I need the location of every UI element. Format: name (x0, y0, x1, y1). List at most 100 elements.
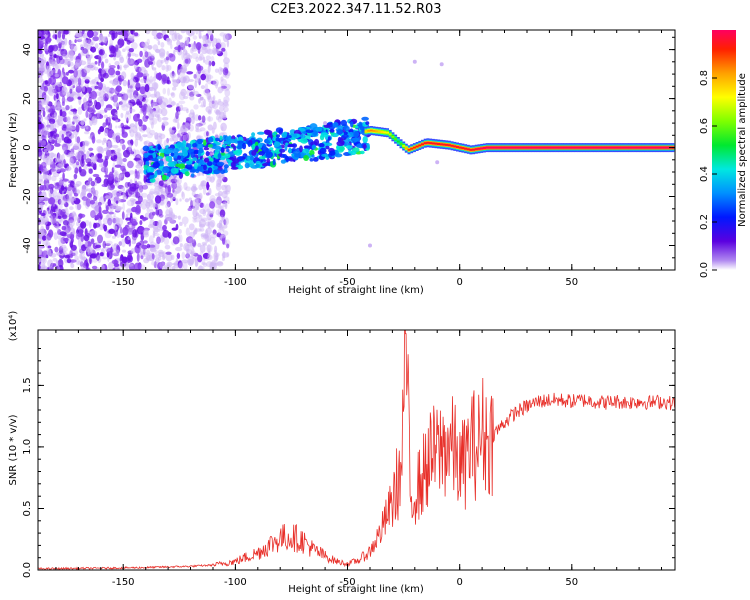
spectrogram-noise-point (165, 251, 172, 255)
spectrogram-noise-point (210, 219, 216, 228)
spectrogram-noise-point (198, 78, 201, 86)
spectrogram-noise-point (144, 51, 149, 58)
spectrogram-noise-point (141, 203, 147, 210)
spectrogram-noise-point (177, 76, 181, 81)
spectrogram-ridge-point (149, 178, 156, 183)
spectrogram-ridge-point (207, 143, 213, 148)
spectrogram-noise-point (131, 125, 138, 134)
spectrogram-noise-point (38, 186, 43, 191)
spectrogram-noise-point (150, 109, 155, 118)
spectrogram-noise-point (134, 32, 139, 37)
spectrogram-noise-point (96, 111, 100, 119)
spectrogram-noise-point (179, 243, 183, 248)
spectrogram-noise-point (177, 215, 181, 220)
spectrogram-ridge-core (620, 146, 624, 149)
spectrogram-noise-point (148, 235, 154, 244)
spectrogram-noise-point (158, 256, 162, 261)
spectrogram-noise-point (68, 40, 74, 48)
spectrogram-noise-point (64, 58, 71, 65)
spectrogram-noise-point (206, 74, 214, 80)
spectrogram-noise-point (214, 68, 219, 73)
spectrogram-noise-point (195, 129, 203, 133)
spectrogram-noise-point (152, 230, 156, 239)
spectrogram-noise-point (39, 53, 45, 58)
spectrogram-noise-point (91, 115, 98, 124)
spectrogram-noise-point (61, 33, 66, 40)
spectrogram-noise-point (194, 78, 201, 83)
spectrogram-noise-point (178, 234, 183, 243)
spectrogram-noise-point (96, 146, 103, 153)
spectrogram-noise-point (136, 253, 140, 262)
spectrogram-noise-point (178, 129, 185, 136)
spectrogram-noise-point (218, 201, 222, 209)
spectrogram-ridge-core (477, 147, 481, 150)
spectrogram-ridge-core (485, 146, 489, 149)
spectrogram-noise-point (121, 238, 126, 248)
spectrogram-noise-point (153, 261, 157, 269)
spectrogram-noise-point (68, 219, 75, 228)
spectrogram-noise-point (39, 60, 45, 69)
spectrogram-noise-point (221, 47, 226, 52)
spectrogram-noise-point (115, 207, 122, 212)
spectrogram-ridge-core (587, 146, 591, 149)
spectrogram-noise-point (83, 76, 91, 81)
spectrogram-noise-point (53, 232, 58, 241)
colorbar-tick-label: 0.6 (699, 118, 710, 134)
spectrogram-noise-point (54, 34, 58, 40)
spectrogram-noise-point (84, 78, 90, 84)
spectrogram-noise-point (187, 131, 191, 140)
spectrogram-noise-point (55, 219, 59, 224)
spectrogram-noise-point (91, 109, 96, 113)
spectrogram-ridge-core (612, 146, 616, 149)
spectrogram-ridge-core (423, 142, 427, 145)
spectrogram-noise-point (50, 59, 54, 66)
spectrogram-ridge-core (404, 147, 408, 150)
spectrogram-noise-point (54, 143, 61, 147)
spectrogram-ridge-core (509, 146, 513, 149)
snr-x-label: Height of straight line (km) (288, 584, 424, 595)
spectrogram-ridge-point (329, 128, 335, 133)
spectrogram-ridge-core (434, 142, 438, 145)
spectrogram-noise-point (126, 160, 134, 169)
spectrogram-noise-point (121, 211, 125, 220)
spectrogram-noise-point (90, 210, 96, 219)
spectrogram-noise-point (79, 169, 87, 177)
spectrogram-noise-point (51, 44, 59, 52)
spectrogram-noise-point (162, 88, 167, 95)
spectrogram-noise-point (215, 42, 222, 50)
spectrogram-noise-point (64, 225, 71, 233)
spectrogram-ridge-point (309, 158, 314, 162)
spectrogram-ridge-core (517, 146, 521, 149)
spectrogram-noise-point (96, 81, 99, 85)
spectrogram-noise-point (99, 126, 104, 132)
spectrogram-noise-point (200, 232, 207, 237)
spectrogram-ridge-point (265, 139, 270, 144)
spectrogram-noise-point (61, 214, 68, 220)
spectrogram-noise-point (97, 254, 102, 263)
spectrogram-ridge-point (247, 156, 251, 162)
spectrogram-noise-point (41, 91, 47, 100)
spectrogram-noise-point (114, 164, 122, 168)
spectrogram-noise-point (215, 82, 219, 89)
spectrogram-noise-point (104, 128, 109, 137)
spectrogram-noise-point (128, 222, 132, 228)
spectrogram-noise-point (155, 73, 162, 80)
spectrogram-noise-point (154, 186, 161, 195)
spectrogram-noise-point (166, 200, 171, 208)
spectrogram-ridge-core (644, 146, 648, 149)
spectrogram-noise-point (68, 184, 73, 188)
spectrogram-noise-point (71, 249, 78, 257)
spectrogram-noise-point (158, 265, 163, 270)
spectrogram-noise-point (61, 89, 67, 95)
spectrogram-noise-point (106, 247, 114, 254)
spectrogram-noise-point (85, 126, 89, 130)
spectrogram-ridge-core (539, 146, 543, 149)
spectrogram-noise-point (134, 138, 139, 147)
spectrogram-noise-point (125, 209, 133, 213)
spectrogram-ridge-core (402, 145, 406, 147)
spectrogram-noise-point (114, 61, 120, 66)
spectrogram-ridge-point (177, 155, 182, 161)
spectrogram-ridge-point (324, 142, 333, 147)
spectrogram-noise-point (167, 87, 170, 96)
spectrogram-noise-point (40, 129, 48, 138)
